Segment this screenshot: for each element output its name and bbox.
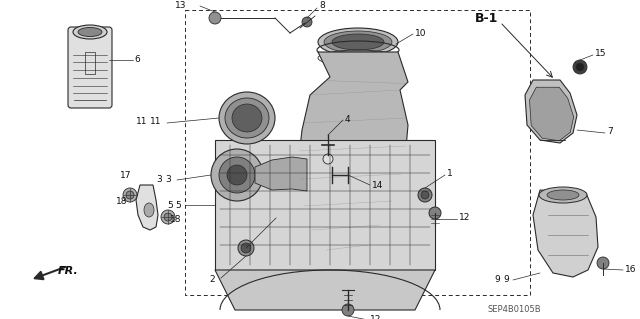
Ellipse shape	[332, 34, 384, 50]
Circle shape	[211, 149, 263, 201]
Text: 9: 9	[494, 276, 500, 285]
Text: 18: 18	[116, 197, 127, 206]
Text: B-1: B-1	[475, 11, 499, 25]
Ellipse shape	[73, 25, 107, 39]
Text: 9: 9	[503, 276, 509, 285]
Text: 8: 8	[319, 2, 324, 11]
Circle shape	[241, 243, 251, 253]
Circle shape	[576, 63, 584, 71]
Circle shape	[126, 191, 134, 199]
Text: 3: 3	[165, 174, 171, 183]
Circle shape	[342, 304, 354, 316]
Circle shape	[219, 157, 255, 193]
Text: 6: 6	[134, 56, 140, 64]
Text: 10: 10	[415, 28, 426, 38]
Text: FR.: FR.	[58, 266, 79, 276]
Ellipse shape	[539, 187, 587, 203]
Ellipse shape	[219, 92, 275, 144]
Text: 17: 17	[120, 170, 131, 180]
Circle shape	[227, 165, 247, 185]
Ellipse shape	[78, 27, 102, 36]
Text: 11: 11	[136, 117, 147, 127]
Text: 2: 2	[209, 276, 214, 285]
Bar	[85, 52, 95, 74]
Circle shape	[209, 12, 221, 24]
Text: 16: 16	[625, 264, 637, 273]
Circle shape	[161, 210, 175, 224]
Ellipse shape	[547, 190, 579, 200]
Text: 15: 15	[595, 49, 607, 58]
Circle shape	[573, 60, 587, 74]
Circle shape	[302, 17, 312, 27]
FancyBboxPatch shape	[68, 27, 112, 108]
Ellipse shape	[324, 31, 392, 53]
Polygon shape	[529, 87, 573, 141]
Polygon shape	[533, 190, 598, 277]
Polygon shape	[298, 52, 408, 268]
Circle shape	[123, 188, 137, 202]
Bar	[185, 10, 530, 295]
Text: 1: 1	[447, 169, 452, 179]
Circle shape	[429, 207, 441, 219]
Text: 5: 5	[167, 201, 173, 210]
Bar	[215, 140, 435, 270]
Polygon shape	[255, 157, 307, 191]
Ellipse shape	[225, 98, 269, 138]
Text: SEP4B0105B: SEP4B0105B	[488, 306, 541, 315]
Text: 5: 5	[175, 201, 180, 210]
Text: 4: 4	[345, 115, 351, 123]
Ellipse shape	[144, 203, 154, 217]
Text: 12: 12	[370, 315, 381, 319]
Polygon shape	[215, 270, 435, 310]
Text: 18: 18	[170, 216, 182, 225]
Ellipse shape	[318, 28, 398, 56]
Text: 13: 13	[175, 2, 186, 11]
Circle shape	[597, 257, 609, 269]
Polygon shape	[525, 80, 577, 143]
Text: 7: 7	[607, 128, 612, 137]
Ellipse shape	[232, 104, 262, 132]
Circle shape	[418, 188, 432, 202]
Polygon shape	[136, 185, 158, 230]
Text: 3: 3	[156, 174, 162, 183]
Text: 12: 12	[459, 213, 470, 222]
Circle shape	[421, 191, 429, 199]
Text: 11: 11	[150, 117, 161, 127]
Circle shape	[164, 213, 172, 221]
Text: 14: 14	[372, 181, 383, 189]
Circle shape	[323, 154, 333, 164]
Circle shape	[238, 240, 254, 256]
